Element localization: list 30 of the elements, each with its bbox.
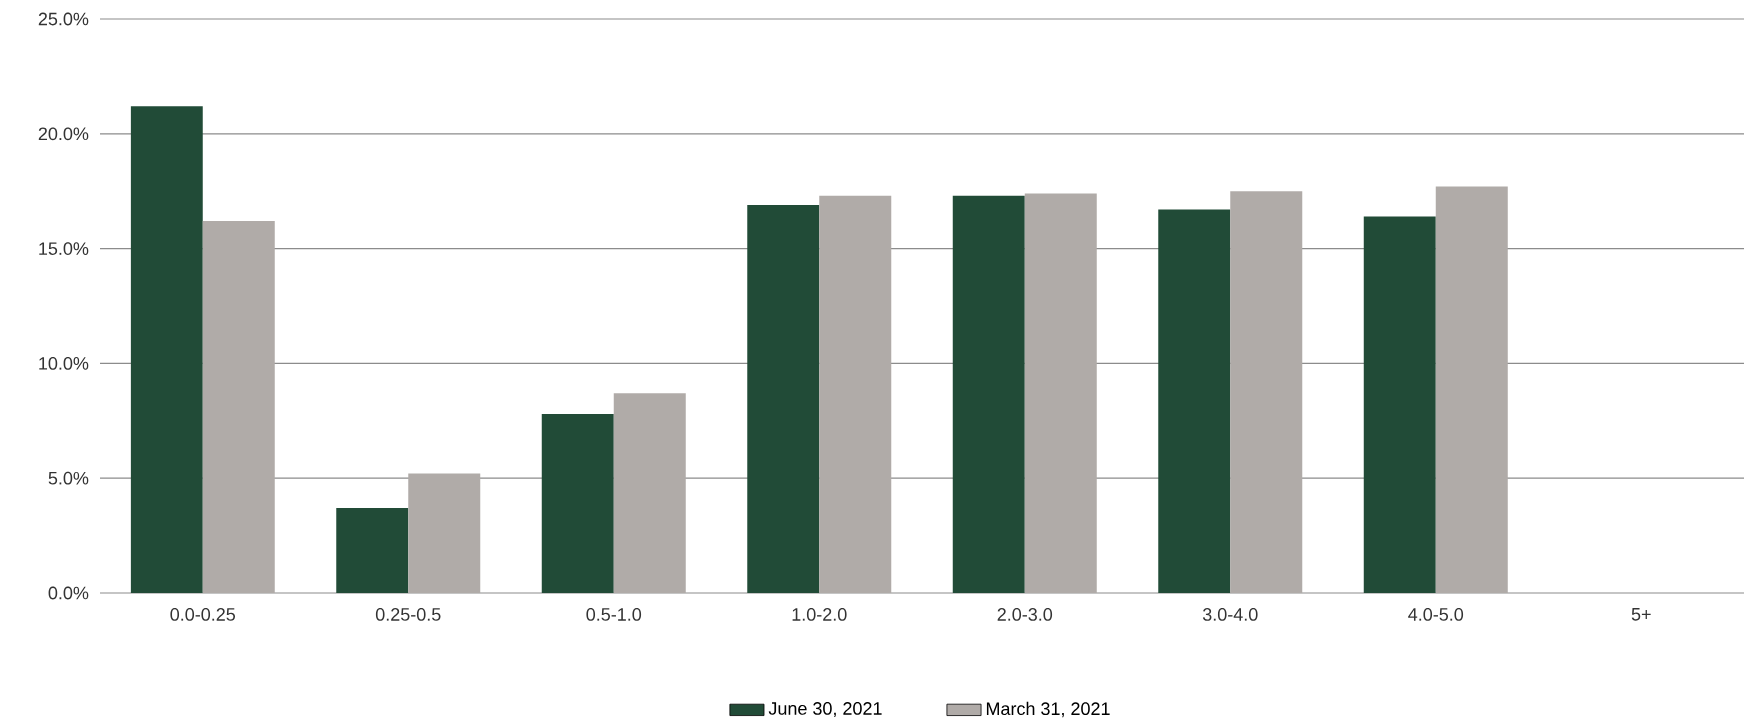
bar xyxy=(1230,191,1303,594)
x-tick-label: 0.0-0.25 xyxy=(170,608,236,621)
y-tick-label: 5.0% xyxy=(48,471,89,485)
x-tick-label: 3.0-4.0 xyxy=(1202,608,1258,621)
bar xyxy=(541,413,614,594)
bar xyxy=(819,195,892,594)
x-tick-label: 5+ xyxy=(1631,608,1651,621)
y-tick-label: 20.0% xyxy=(38,127,89,141)
y-tick-label: 25.0% xyxy=(38,12,89,26)
bar xyxy=(613,393,686,594)
x-tick-label: 1.0-2.0 xyxy=(792,608,847,621)
bar xyxy=(952,195,1025,594)
bar xyxy=(336,508,409,594)
bar xyxy=(1363,216,1436,594)
bar xyxy=(1158,209,1231,594)
bar xyxy=(1435,186,1508,594)
x-tick-label: 2.0-3.0 xyxy=(997,608,1053,621)
y-tick-label: 0.0% xyxy=(48,586,89,600)
bar xyxy=(408,473,481,594)
legend-label: March 31, 2021 xyxy=(986,701,1110,718)
x-tick-label: 0.25-0.5 xyxy=(375,608,441,621)
bar xyxy=(747,205,820,594)
bar xyxy=(1024,193,1097,594)
bar xyxy=(202,221,275,594)
y-tick-label: 15.0% xyxy=(39,242,89,256)
x-tick-label: 4.0-5.0 xyxy=(1408,608,1464,621)
x-tick-label: 0.5-1.0 xyxy=(586,608,642,621)
legend-label: June 30, 2021 xyxy=(768,702,882,717)
y-tick-label: 10.0% xyxy=(39,357,89,370)
bar xyxy=(130,106,203,594)
